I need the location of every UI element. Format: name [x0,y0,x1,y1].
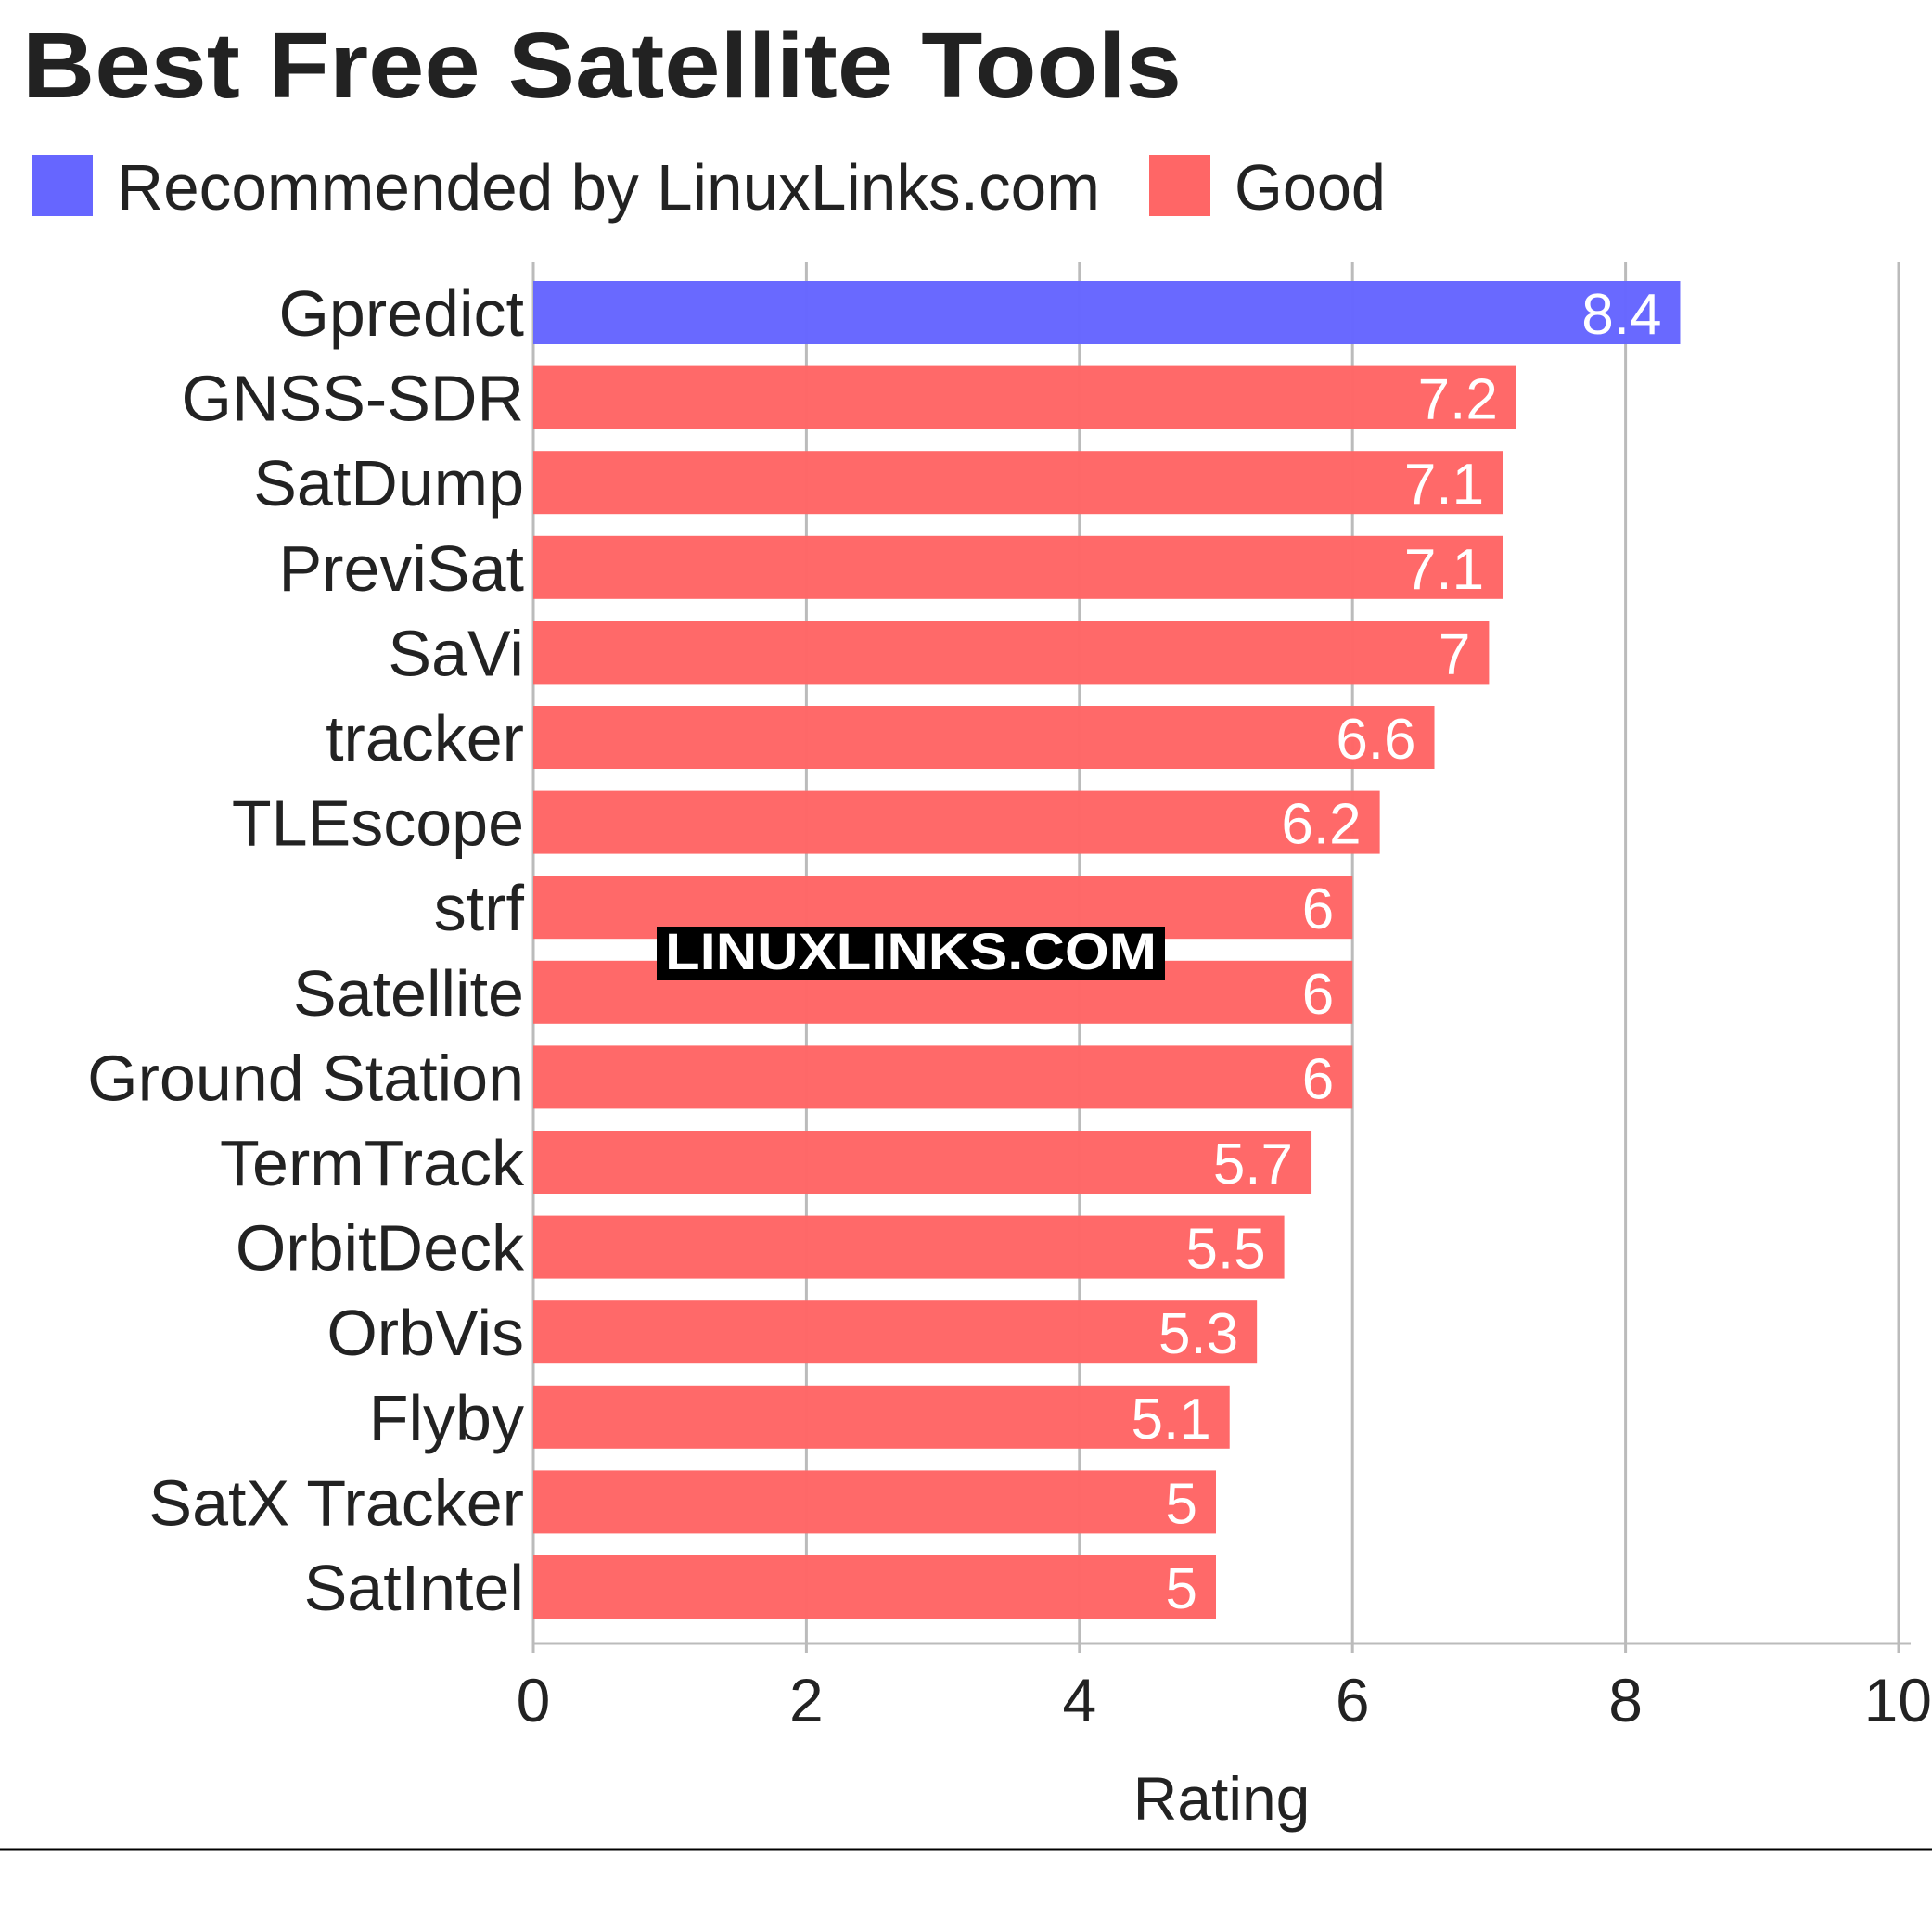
category-label: strf [434,872,525,944]
bar [533,281,1681,344]
data-label: 5.7 [1213,1132,1293,1196]
x-axis-ticks: 0 2 4 6 8 10 [517,1644,1932,1734]
x-tick-label: 4 [1062,1666,1096,1734]
data-label: 6.6 [1336,708,1415,772]
watermark-background [657,927,1165,980]
legend-label-recommended: Recommended by LinuxLinks.com [117,151,1100,224]
bar [533,1470,1216,1534]
bar [533,1300,1258,1364]
category-label: Ground Station [87,1042,524,1114]
data-label: 5.3 [1158,1302,1238,1366]
bar [533,1385,1230,1449]
category-label: SatX Tracker [148,1466,524,1539]
data-label: 7.1 [1404,453,1484,517]
data-label: 7.1 [1404,538,1484,602]
legend: Recommended by LinuxLinks.com Good [32,151,1386,224]
chart-title: Best Free Satellite Tools [22,14,1182,118]
bar [533,790,1380,854]
category-label: SaVi [388,617,524,689]
legend-swatch-recommended [32,155,93,216]
data-label: 6 [1302,1047,1334,1111]
category-label: OrbitDeck [236,1212,525,1285]
legend-swatch-good [1149,155,1210,216]
x-tick-label: 0 [517,1666,551,1734]
category-label: Gpredict [278,277,524,350]
data-label: 8.4 [1581,283,1661,347]
category-label: PreviSat [278,532,524,605]
category-label: TermTrack [220,1127,525,1199]
data-label: 5 [1166,1472,1197,1536]
x-tick-label: 2 [789,1666,824,1734]
watermark: LINUXLINKS.COM [657,922,1165,980]
category-label: TLEscope [232,787,524,860]
legend-label-good: Good [1235,151,1386,224]
bar [533,1131,1312,1194]
data-label: 6.2 [1281,793,1361,857]
data-label: 6 [1302,877,1334,941]
category-labels: Gpredict GNSS-SDR SatDump PreviSat SaVi track… [87,277,525,1624]
data-label: 7 [1439,622,1470,686]
category-label: Satellite [293,957,524,1030]
data-label: 5.5 [1185,1218,1265,1282]
category-label: SatIntel [304,1552,524,1624]
bar [533,451,1503,515]
x-tick-label: 10 [1864,1666,1932,1734]
data-label: 5.1 [1132,1388,1211,1452]
x-tick-label: 6 [1336,1666,1370,1734]
x-tick-label: 8 [1608,1666,1643,1734]
bar [533,1045,1353,1109]
data-label: 5 [1166,1557,1197,1621]
watermark-text: LINUXLINKS.COM [665,922,1157,980]
category-label: OrbVis [326,1297,524,1369]
data-label: 6 [1302,963,1334,1027]
bar [533,621,1490,685]
category-label: tracker [326,702,524,774]
category-label: GNSS-SDR [182,363,524,435]
bar [533,1215,1285,1279]
bar [533,1555,1216,1619]
bar [533,706,1435,769]
bar [533,535,1503,599]
bar [533,365,1516,429]
category-label: SatDump [253,447,524,519]
x-axis-title: Rating [1133,1764,1311,1833]
category-label: Flyby [369,1382,524,1454]
data-label: 7.2 [1418,368,1498,432]
